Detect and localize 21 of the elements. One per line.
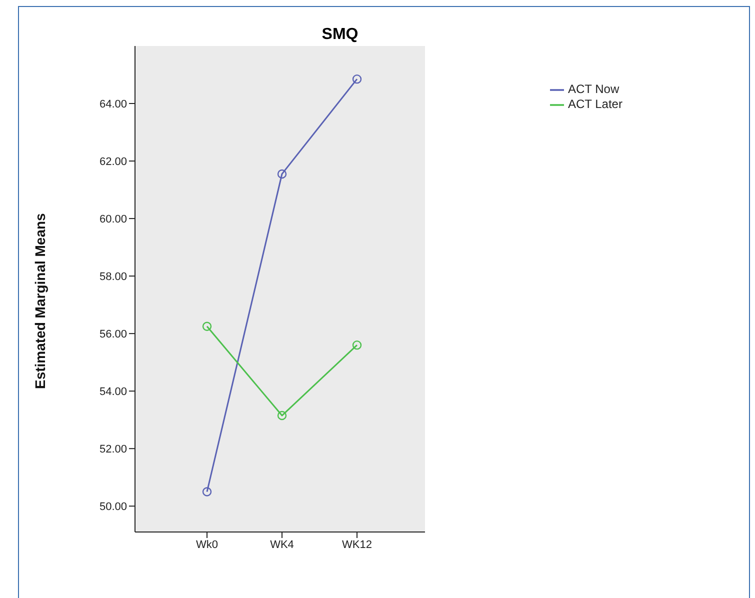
y-tick-label: 58.00	[99, 270, 127, 283]
y-tick-label: 54.00	[99, 386, 127, 398]
point	[352, 74, 362, 84]
point	[277, 410, 287, 420]
y-tick-label: 62.00	[99, 156, 127, 168]
y-tick-label: 52.00	[99, 444, 127, 456]
x-tick-label: WK4	[270, 538, 294, 551]
y-tick-label: 64.00	[99, 98, 127, 110]
point	[202, 322, 212, 331]
chart-title: SMQ	[320, 26, 360, 44]
x-tick-label: Wk0	[196, 538, 218, 551]
y-tick-label: 56.00	[99, 328, 127, 340]
point	[277, 169, 287, 179]
x-tick-label: WK12	[342, 538, 372, 551]
y-tick-label: 60.00	[99, 213, 127, 226]
y-tick-label: 50.00	[99, 501, 127, 514]
legend-label: ACT Later	[568, 96, 622, 111]
legend-label: ACT Now	[568, 82, 620, 96]
point	[352, 340, 362, 350]
point	[202, 487, 212, 496]
y-axis-title: Estimated Marginal Means	[32, 212, 48, 389]
